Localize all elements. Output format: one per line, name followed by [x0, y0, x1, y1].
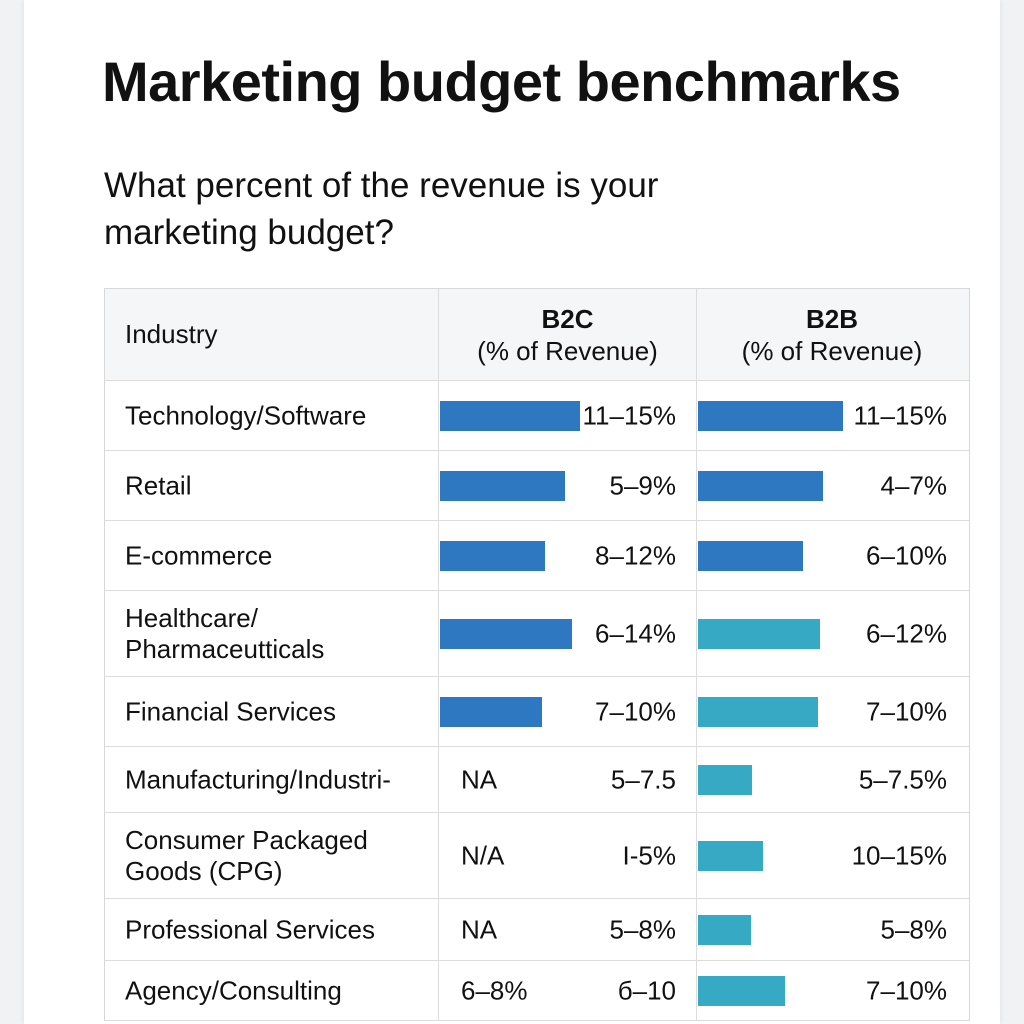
- b2c-cell: 5–9%: [439, 451, 697, 520]
- b2c-cell: N/A I-5%: [439, 813, 697, 898]
- benchmark-card: Marketing budget benchmarks What percent…: [24, 0, 1000, 1024]
- header-b2b: B2B (% of Revenue): [697, 289, 967, 380]
- table-row: Retail 5–9% 4–7%: [105, 451, 969, 521]
- b2c-bar: [440, 696, 542, 727]
- b2c-na-text: 6–8%: [461, 975, 528, 1005]
- b2b-cell: 7–10%: [697, 961, 967, 1020]
- industry-label: Technology/Software: [125, 400, 367, 430]
- industry-label: Manufacturing/Industri-: [125, 764, 391, 794]
- b2b-value-label: 11–15%: [853, 400, 948, 430]
- page-title: Marketing budget benchmarks: [102, 50, 901, 113]
- b2c-cell: 6–14%: [439, 591, 697, 676]
- header-b2c-title: B2C: [541, 303, 594, 334]
- table-row: Professional Services NA 5–8% 5–8%: [105, 899, 969, 961]
- b2c-bar: [440, 540, 545, 571]
- industry-cell: Consumer Packaged Goods (CPG): [105, 813, 439, 898]
- b2c-cell: NA 5–8%: [439, 899, 697, 960]
- table-row: Financial Services 7–10% 7–10%: [105, 677, 969, 747]
- b2b-value-label: 5–8%: [880, 914, 948, 944]
- industry-label: Retail: [125, 470, 192, 500]
- table-body: Technology/Software 11–15% 11–15% Retail 5–9…: [105, 381, 969, 1021]
- b2b-value-label: 7–10%: [866, 975, 947, 1005]
- header-industry: Industry: [105, 289, 439, 380]
- b2c-value-label: б–10: [617, 975, 676, 1005]
- industry-label: Agency/Consulting: [125, 975, 342, 1005]
- b2b-cell: 11–15%: [697, 381, 967, 450]
- b2b-value-label: 10–15%: [851, 840, 947, 870]
- industry-cell: Professional Services: [105, 899, 439, 960]
- b2b-cell: 10–15%: [697, 813, 967, 898]
- table-header-row: Industry B2C (% of Revenue) B2B (% of Re…: [105, 289, 969, 381]
- header-b2c-subtitle: (% of Revenue): [477, 335, 658, 366]
- header-b2b-subtitle: (% of Revenue): [741, 335, 923, 366]
- b2b-bar: [698, 840, 763, 871]
- b2b-bar: [698, 470, 823, 501]
- b2c-cell: 8–12%: [439, 521, 697, 590]
- industry-cell: Agency/Consulting: [105, 961, 439, 1020]
- b2b-bar: [698, 540, 803, 571]
- page-subtitle: What percent of the revenue is your mark…: [104, 166, 659, 252]
- b2b-cell: 7–10%: [697, 677, 967, 746]
- b2b-value-label: 5–7.5%: [858, 764, 947, 794]
- b2b-value-label: 7–10%: [866, 696, 947, 726]
- b2b-value-label: 6–12%: [866, 618, 947, 648]
- industry-label: Financial Services: [125, 696, 336, 726]
- b2b-bar: [698, 914, 751, 945]
- b2b-cell: 5–8%: [697, 899, 967, 960]
- industry-label: Professional Services: [125, 914, 375, 944]
- industry-cell: Healthcare/ Pharmaceutticals: [105, 591, 439, 676]
- b2c-value-label: 5–9%: [609, 470, 677, 500]
- b2b-value-label: 4–7%: [880, 470, 948, 500]
- b2b-value-label: 6–10%: [866, 540, 947, 570]
- b2b-cell: 6–10%: [697, 521, 967, 590]
- header-b2c: B2C (% of Revenue): [439, 289, 697, 380]
- industry-cell: Technology/Software: [105, 381, 439, 450]
- b2c-bar: [440, 470, 565, 501]
- b2c-value-label: 5–7.5: [610, 764, 676, 794]
- benchmark-table: Industry B2C (% of Revenue) B2B (% of Re…: [104, 288, 970, 1021]
- industry-label: E-commerce: [125, 540, 273, 570]
- b2b-bar: [698, 764, 752, 795]
- industry-cell: Manufacturing/Industri-: [105, 747, 439, 812]
- header-b2b-title: B2B: [805, 303, 858, 334]
- table-row: E-commerce 8–12% 6–10%: [105, 521, 969, 591]
- b2c-na-text: N/A: [461, 840, 505, 870]
- b2c-na-text: NA: [461, 914, 498, 944]
- b2b-cell: 6–12%: [697, 591, 967, 676]
- industry-cell: Financial Services: [105, 677, 439, 746]
- b2c-bar: [440, 618, 572, 649]
- b2c-value-label: 5–8%: [609, 914, 677, 944]
- industry-label: Healthcare/ Pharmaceutticals: [125, 602, 325, 664]
- industry-cell: Retail: [105, 451, 439, 520]
- table-row: Consumer Packaged Goods (CPG) N/A I-5% 10–1…: [105, 813, 969, 899]
- b2b-bar: [698, 696, 818, 727]
- b2c-cell: 6–8% б–10: [439, 961, 697, 1020]
- b2c-cell: 11–15%: [439, 381, 697, 450]
- b2c-na-text: NA: [461, 764, 498, 794]
- b2b-cell: 4–7%: [697, 451, 967, 520]
- b2b-bar: [698, 975, 785, 1006]
- b2c-cell: NA 5–7.5: [439, 747, 697, 812]
- table-row: Agency/Consulting 6–8% б–10 7–10%: [105, 961, 969, 1021]
- b2c-value-label: 6–14%: [595, 618, 676, 648]
- table-row: Manufacturing/Industri- NA 5–7.5 5–7.5%: [105, 747, 969, 813]
- b2c-cell: 7–10%: [439, 677, 697, 746]
- table-row: Healthcare/ Pharmaceutticals 6–14% 6–12%: [105, 591, 969, 677]
- b2c-value-label: 7–10%: [595, 696, 676, 726]
- b2b-bar: [698, 618, 820, 649]
- b2c-value-label: 8–12%: [595, 540, 676, 570]
- b2c-bar: [440, 400, 580, 431]
- industry-label: Consumer Packaged Goods (CPG): [125, 824, 368, 886]
- b2b-cell: 5–7.5%: [697, 747, 967, 812]
- industry-cell: E-commerce: [105, 521, 439, 590]
- b2c-value-label: I-5%: [622, 840, 676, 870]
- b2b-bar: [698, 400, 843, 431]
- b2c-value-label: 11–15%: [582, 400, 677, 430]
- table-row: Technology/Software 11–15% 11–15%: [105, 381, 969, 451]
